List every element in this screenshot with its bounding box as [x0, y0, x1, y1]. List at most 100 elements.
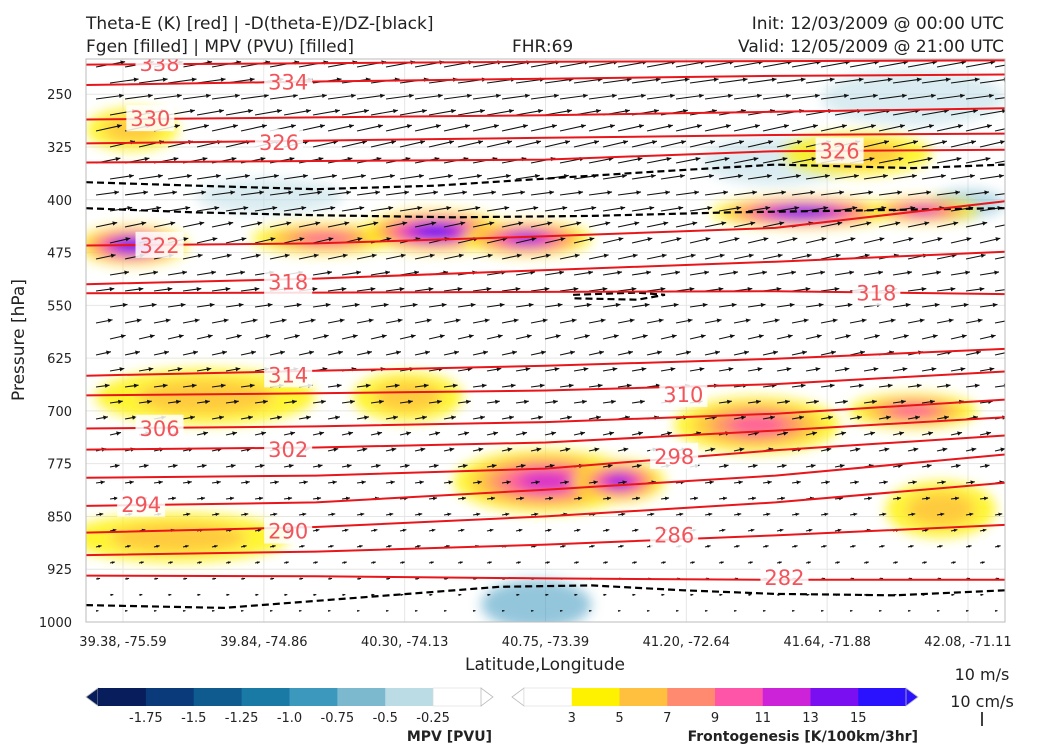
wind-vector-head	[226, 253, 232, 258]
wind-vector-head	[968, 544, 972, 548]
wind-vector-head	[331, 173, 337, 179]
wind-vector-head	[226, 593, 230, 597]
wind-vector-head	[255, 253, 261, 258]
wind-vector-head	[632, 253, 638, 258]
wind-vector-head	[710, 140, 715, 145]
wind-vector-head	[786, 93, 791, 99]
wind-vector-head	[924, 221, 930, 226]
wind-vector-head	[284, 253, 290, 258]
theta-e-label-bg	[117, 490, 166, 517]
wind-vector-head	[780, 496, 786, 501]
wind-vector-head	[699, 367, 705, 372]
theta-e-label: 322	[139, 234, 179, 258]
wind-vector-head	[162, 383, 168, 388]
wind-vector-head	[618, 237, 624, 242]
x-tick-label: 41.20, -72.64	[643, 635, 730, 650]
wind-vector-head	[792, 237, 798, 242]
wind-vector-head	[231, 156, 237, 162]
wind-vector-head	[911, 512, 916, 517]
wind-vector-head	[400, 253, 406, 258]
y-tick-label: 1000	[39, 616, 72, 631]
wind-vector-head	[995, 609, 998, 612]
wind-vector-head	[172, 190, 178, 195]
wind-vector-head	[855, 447, 861, 452]
frontogenesis-blob	[110, 522, 246, 553]
wind-vector-head	[257, 528, 262, 532]
wind-vector	[834, 78, 864, 84]
wind-vector	[718, 78, 748, 84]
wind-vector-head	[567, 415, 572, 420]
wind-vector	[617, 94, 646, 100]
wind-vector-head	[148, 93, 153, 99]
colorbar-tick-label: -1.5	[181, 711, 206, 726]
wind-vector-head	[785, 399, 790, 404]
wind-vector-head	[534, 512, 539, 517]
wind-vector-head	[168, 593, 172, 597]
wind-vector	[225, 109, 253, 116]
wind-vector-head	[113, 496, 119, 501]
wind-vector-head	[689, 287, 695, 292]
wind-vector-head	[493, 124, 499, 129]
wind-vector-head	[429, 593, 433, 597]
wind-vector-head	[837, 528, 842, 532]
wind-vector-head	[670, 93, 675, 99]
wind-vector-head	[220, 383, 226, 388]
wind-vector-head	[219, 415, 224, 420]
wind-vector-head	[203, 124, 209, 129]
wind-vector-head	[388, 206, 394, 211]
theta-e-label: 310	[663, 383, 703, 407]
wind-vector	[196, 109, 224, 116]
wind-vector-head	[343, 561, 347, 564]
wind-vector-head	[646, 270, 652, 275]
wind-vector-head	[869, 156, 875, 162]
wind-vector-head	[982, 528, 987, 532]
wind-vector-head	[628, 350, 633, 355]
wind-vector-head	[207, 334, 213, 339]
wind-vector-head	[696, 124, 702, 129]
theta-e-label-bg	[815, 137, 864, 164]
wind-vector-head	[707, 206, 713, 211]
wind-vector-head	[362, 447, 368, 452]
wind-vector-head	[103, 415, 108, 420]
wind-vector-head	[766, 173, 772, 179]
wind-vector-head	[823, 544, 827, 548]
wind-vector-head	[406, 431, 412, 436]
colorbar-segment	[145, 688, 195, 706]
theta-e-contour	[86, 574, 1005, 581]
wind-vector-head	[171, 496, 177, 501]
wind-vector	[863, 78, 893, 84]
colorbar-segment	[385, 688, 434, 706]
wind-vector-head	[185, 544, 189, 548]
wind-vector-head	[663, 221, 669, 226]
wind-vector-head	[104, 383, 110, 388]
wind-vector-head	[385, 270, 391, 275]
colorbar-segment	[523, 687, 573, 707]
wind-vector	[109, 78, 139, 84]
wind-vector-head	[631, 287, 637, 292]
wind-vector-head	[594, 140, 599, 145]
wind-vector-head	[183, 609, 186, 612]
wind-vector-head	[524, 399, 529, 404]
wind-vector-head	[201, 463, 207, 469]
wind-vector-head	[884, 140, 889, 145]
wind-vector	[776, 78, 806, 84]
wind-vector-head	[692, 221, 698, 226]
wind-vector-head	[273, 173, 279, 179]
wind-vector-head	[586, 302, 592, 308]
wind-vector	[994, 193, 1005, 196]
wind-vector-head	[870, 431, 876, 436]
wind-vector-head	[127, 206, 133, 211]
theta-e-label: 286	[654, 524, 694, 548]
colorbar-tick-label: -0.25	[416, 711, 450, 726]
wind-vector-head	[406, 124, 412, 129]
wind-vector-head	[857, 415, 862, 420]
wind-vector-head	[605, 528, 610, 532]
wind-vector-head	[713, 77, 719, 82]
wind-vector-head	[203, 431, 209, 436]
wind-vector	[907, 61, 938, 68]
wind-vector-head	[144, 156, 150, 162]
wind-vector-head	[912, 480, 917, 485]
colorbar-extend-right	[480, 687, 494, 707]
wind-vector-head	[806, 253, 812, 258]
wind-vector-head	[791, 270, 797, 275]
